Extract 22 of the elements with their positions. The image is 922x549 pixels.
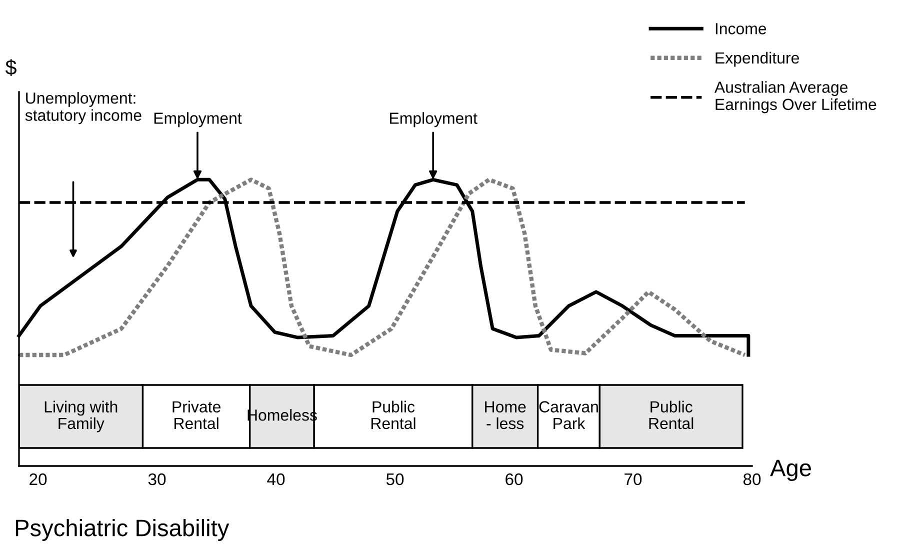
series-label: Home - less: [485, 401, 526, 430]
annotation: Employment: [154, 112, 242, 128]
series-label: Living with Family: [44, 400, 118, 432]
x-tick-label: 80: [743, 473, 761, 486]
x-tick-label: 20: [30, 473, 47, 486]
series-label: Caravan Park: [539, 401, 598, 430]
x-tick-label: 60: [506, 473, 523, 486]
legend-label: Expenditure: [716, 52, 799, 67]
series-label: Private Rental: [172, 400, 220, 430]
legend-label: Income: [716, 23, 766, 34]
legend-label: Australian Average Earnings Over Lifetime: [714, 81, 876, 114]
y-axis-title: $: [5, 59, 16, 76]
series-label: Public Rental: [649, 400, 694, 430]
text: Psychiatric Disability: [16, 518, 230, 542]
x-tick-label: 50: [386, 473, 404, 486]
annotation: Employment: [390, 112, 478, 128]
x-tick-label: 40: [267, 473, 285, 486]
series-label: Public Rental: [371, 400, 416, 430]
x-axis-title: Age: [770, 460, 811, 482]
text: Unemployment: statutory income: [25, 92, 142, 124]
x-tick-label: 30: [148, 473, 166, 486]
x-tick-label: 70: [624, 473, 642, 486]
